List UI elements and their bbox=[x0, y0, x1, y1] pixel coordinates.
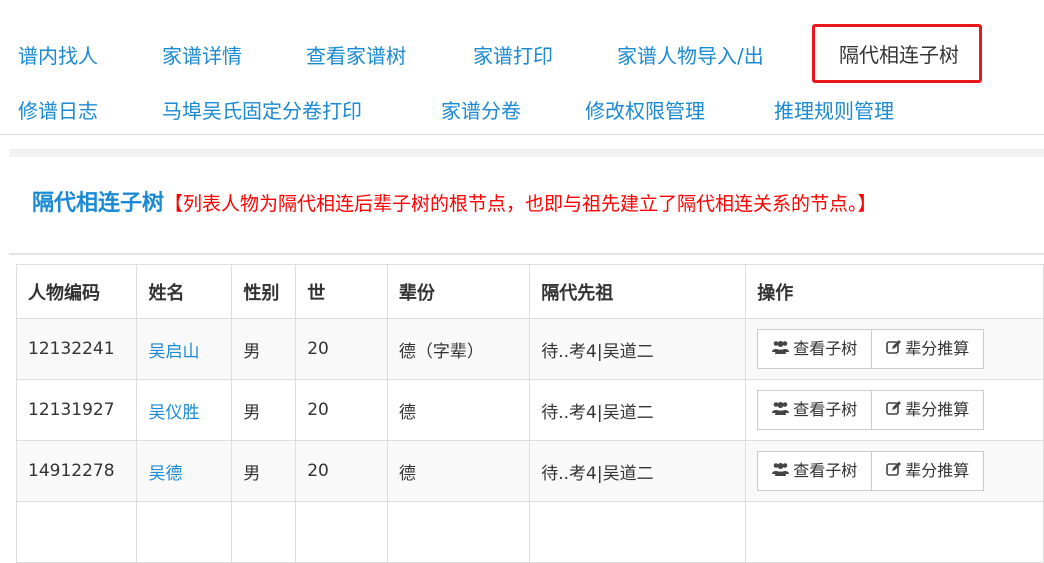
table-header: 人物编码 姓名 性别 世 辈份 隔代先祖 操作 bbox=[15, 264, 1044, 319]
name-cell: 吴启山 bbox=[136, 318, 233, 380]
nav-view-tree[interactable]: 查看家谱树 bbox=[306, 44, 406, 68]
view-subtree-button[interactable]: 查看子树 bbox=[757, 451, 873, 491]
table-row bbox=[15, 501, 1044, 563]
infer-beifen-label: 辈分推算 bbox=[905, 400, 970, 419]
view-subtree-label: 查看子树 bbox=[793, 400, 858, 419]
beifen: 德 bbox=[386, 379, 531, 441]
col-actions: 操作 bbox=[745, 264, 1044, 319]
divider bbox=[9, 149, 1044, 157]
view-subtree-button[interactable]: 查看子树 bbox=[757, 329, 873, 369]
beifen: 德（字辈） bbox=[386, 318, 531, 380]
generation: 20 bbox=[295, 379, 388, 441]
col-gender: 性别 bbox=[231, 264, 297, 319]
generation: 20 bbox=[295, 318, 388, 380]
person-code: 12131927 bbox=[15, 379, 138, 441]
table-row: 12131927 吴仪胜 男 20 德 待..考4|吴道二 查看子树 辈分推算 bbox=[15, 379, 1044, 441]
ancestor: 待..考4|吴道二 bbox=[529, 440, 747, 502]
infer-beifen-button[interactable]: 辈分推算 bbox=[871, 451, 985, 491]
nav-edit-log[interactable]: 修谱日志 bbox=[18, 99, 98, 123]
nav-volumes[interactable]: 家谱分卷 bbox=[441, 99, 521, 123]
nav-volume-print[interactable]: 马埠吴氏固定分卷打印 bbox=[162, 99, 362, 123]
table-row: 14912278 吴德 男 20 德 待..考4|吴道二 查看子树 辈分推算 bbox=[15, 440, 1044, 502]
person-code: 14912278 bbox=[15, 440, 138, 502]
edit-icon bbox=[886, 330, 902, 368]
users-icon bbox=[772, 391, 790, 429]
col-code: 人物编码 bbox=[15, 264, 138, 319]
actions-cell: 查看子树 辈分推算 bbox=[745, 318, 1044, 380]
nav-bar: 谱内找人 家谱详情 查看家谱树 家谱打印 家谱人物导入/出 隔代相连子树 修谱日… bbox=[0, 0, 1044, 135]
nav-find-person[interactable]: 谱内找人 bbox=[18, 44, 98, 68]
generation: 20 bbox=[295, 440, 388, 502]
col-beifen: 辈份 bbox=[386, 264, 531, 319]
view-subtree-label: 查看子树 bbox=[793, 461, 858, 480]
subtree-table: 人物编码 姓名 性别 世 辈份 隔代先祖 操作 12132241 吴启山 男 2… bbox=[15, 264, 1044, 563]
beifen: 德 bbox=[386, 440, 531, 502]
actions-cell: 查看子树 辈分推算 bbox=[745, 440, 1044, 502]
edit-icon bbox=[886, 452, 902, 490]
nav-cross-gen-subtree[interactable]: 隔代相连子树 bbox=[812, 24, 982, 83]
infer-beifen-label: 辈分推算 bbox=[905, 339, 970, 358]
section-header: 隔代相连子树【列表人物为隔代相连后辈子树的根节点，也即与祖先建立了隔代相连关系的… bbox=[32, 185, 877, 217]
gender: 男 bbox=[231, 318, 297, 380]
view-subtree-button[interactable]: 查看子树 bbox=[757, 390, 873, 430]
col-ancestor: 隔代先祖 bbox=[529, 264, 747, 319]
nav-import-export[interactable]: 家谱人物导入/出 bbox=[617, 44, 764, 68]
nav-print[interactable]: 家谱打印 bbox=[473, 44, 553, 68]
edit-icon bbox=[886, 391, 902, 429]
nav-genealogy-details[interactable]: 家谱详情 bbox=[162, 44, 242, 68]
col-generation: 世 bbox=[295, 264, 388, 319]
users-icon bbox=[772, 330, 790, 368]
person-name-link[interactable]: 吴仪胜 bbox=[148, 402, 200, 423]
person-code: 12132241 bbox=[15, 318, 138, 380]
gender: 男 bbox=[231, 440, 297, 502]
infer-beifen-button[interactable]: 辈分推算 bbox=[871, 329, 985, 369]
person-name-link[interactable]: 吴启山 bbox=[148, 341, 200, 362]
person-name-link[interactable]: 吴德 bbox=[148, 463, 183, 484]
nav-permissions[interactable]: 修改权限管理 bbox=[585, 99, 705, 123]
ancestor: 待..考4|吴道二 bbox=[529, 318, 747, 380]
table-row: 12132241 吴启山 男 20 德（字辈） 待..考4|吴道二 查看子树 辈分… bbox=[15, 318, 1044, 380]
users-icon bbox=[772, 452, 790, 490]
ancestor: 待..考4|吴道二 bbox=[529, 379, 747, 441]
section-description: 【列表人物为隔代相连后辈子树的根节点，也即与祖先建立了隔代相连关系的节点。】 bbox=[164, 193, 877, 215]
infer-beifen-label: 辈分推算 bbox=[905, 461, 970, 480]
section-title: 隔代相连子树 bbox=[32, 191, 165, 216]
view-subtree-label: 查看子树 bbox=[793, 339, 858, 358]
gender: 男 bbox=[231, 379, 297, 441]
infer-beifen-button[interactable]: 辈分推算 bbox=[871, 390, 985, 430]
actions-cell: 查看子树 辈分推算 bbox=[745, 379, 1044, 441]
name-cell: 吴仪胜 bbox=[136, 379, 233, 441]
divider bbox=[9, 253, 1044, 255]
col-name: 姓名 bbox=[136, 264, 233, 319]
name-cell: 吴德 bbox=[136, 440, 233, 502]
nav-inference-rules[interactable]: 推理规则管理 bbox=[774, 99, 894, 123]
